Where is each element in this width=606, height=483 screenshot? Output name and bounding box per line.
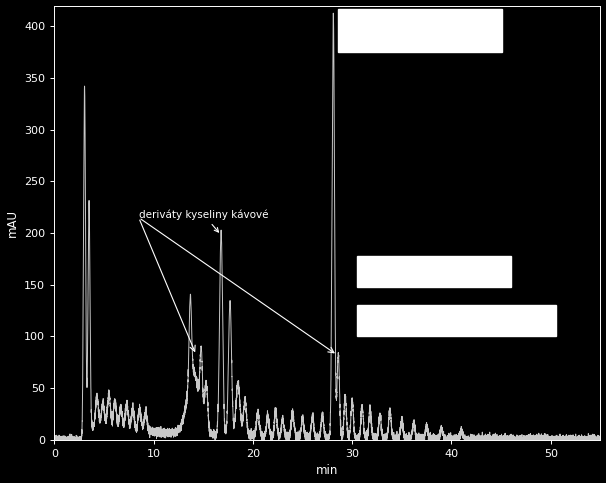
Bar bbox=[357, 256, 511, 287]
Y-axis label: mAU: mAU bbox=[5, 209, 19, 237]
Text: deriváty kyseliny kávové: deriváty kyseliny kávové bbox=[139, 209, 268, 232]
X-axis label: min: min bbox=[316, 465, 339, 477]
Bar bbox=[357, 305, 556, 337]
Bar bbox=[338, 9, 502, 52]
